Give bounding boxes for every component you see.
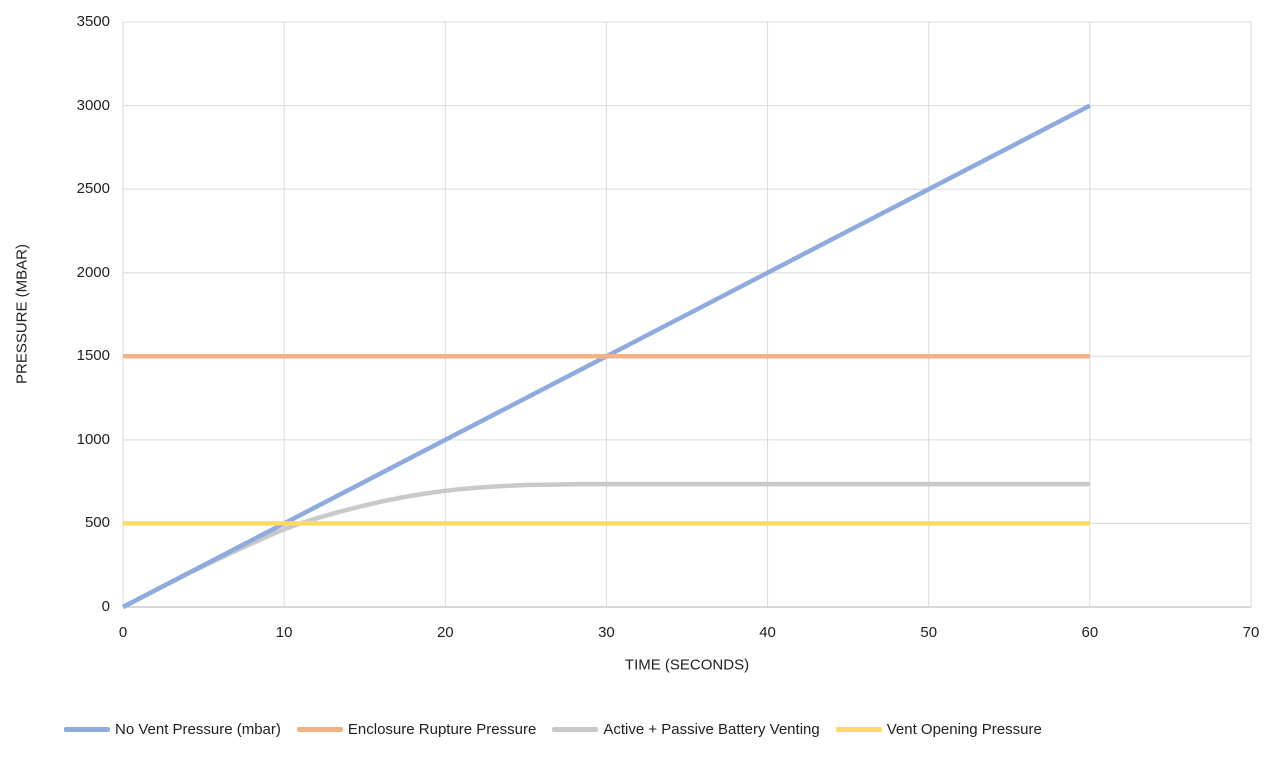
legend-line-swatch xyxy=(296,727,343,732)
y-tick-label: 2000 xyxy=(76,263,110,281)
y-tick-label: 1000 xyxy=(76,430,110,448)
x-tick-label: 70 xyxy=(1242,624,1260,641)
x-tick-label: 10 xyxy=(275,624,293,641)
legend-label: Active + Passive Battery Venting xyxy=(603,721,820,738)
y-axis-title: PRESSURE (MBAR) xyxy=(13,243,31,385)
x-tick-label: 40 xyxy=(759,624,776,641)
plot-area xyxy=(121,21,1252,609)
x-tick-label: 50 xyxy=(920,624,938,641)
x-axis-title: TIME (SECONDS) xyxy=(624,656,750,674)
legend-line-swatch xyxy=(835,727,882,732)
y-tick-label: 500 xyxy=(84,514,110,532)
y-tick-label: 3500 xyxy=(76,13,110,30)
y-tick-label: 2500 xyxy=(76,180,110,198)
x-tick-label: 0 xyxy=(118,624,128,641)
y-tick-label: 1500 xyxy=(76,347,110,365)
legend-item-enclosure-rupture-pressure: Enclosure Rupture Pressure xyxy=(296,721,537,738)
x-tick-label: 60 xyxy=(1081,624,1099,641)
legend-label: Enclosure Rupture Pressure xyxy=(347,721,537,738)
x-tick-label: 20 xyxy=(436,624,454,641)
legend-item-active-passive-battery-venting: Active + Passive Battery Venting xyxy=(552,721,820,738)
legend-label: Vent Opening Pressure xyxy=(886,721,1042,738)
y-tick-label: 0 xyxy=(101,598,110,615)
legend-item-vent-opening-pressure: Vent Opening Pressure xyxy=(835,721,1042,738)
x-tick-label: 30 xyxy=(598,624,615,641)
legend: No Vent Pressure (mbar) Enclosure Rupture… xyxy=(64,721,1042,738)
legend-line-swatch xyxy=(552,727,599,732)
legend-item-no-vent-pressure-mbar: No Vent Pressure (mbar) xyxy=(64,721,281,738)
legend-line-swatch xyxy=(64,727,110,732)
legend-label: No Vent Pressure (mbar) xyxy=(115,721,281,738)
y-tick-label: 3000 xyxy=(76,96,110,114)
